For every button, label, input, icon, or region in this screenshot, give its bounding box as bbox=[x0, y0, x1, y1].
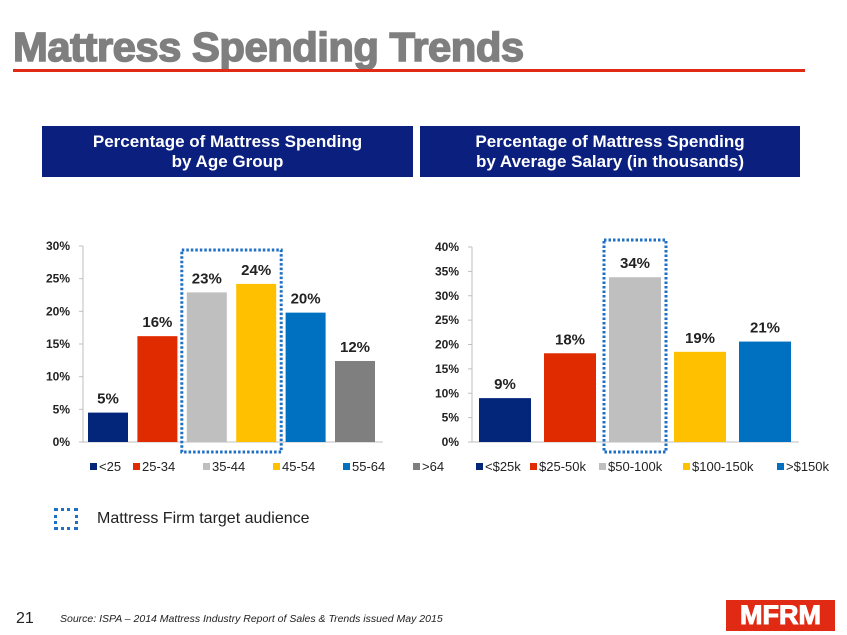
salary-y-tick-label: 30% bbox=[435, 289, 459, 303]
age-legend-swatch-5 bbox=[413, 463, 420, 470]
age-data-label-5: 12% bbox=[340, 339, 370, 356]
source-note: Source: ISPA – 2014 Mattress Industry Re… bbox=[60, 613, 443, 625]
age-legend-swatch-3 bbox=[273, 463, 280, 470]
age-bar-4 bbox=[285, 312, 326, 442]
age-chart-header-line1: Percentage of Mattress Spending bbox=[92, 131, 363, 151]
salary-bar-0 bbox=[479, 398, 531, 442]
age-bar-3 bbox=[236, 283, 277, 442]
salary-legend-swatch-1 bbox=[530, 463, 537, 470]
salary-legend-swatch-4 bbox=[777, 463, 784, 470]
salary-chart-header-line1: Percentage of Mattress Spending bbox=[475, 131, 745, 151]
age-y-tick-label: 0% bbox=[53, 435, 71, 449]
salary-chart-header-line2: by Average Salary (in thousands) bbox=[476, 151, 744, 171]
age-y-tick-label: 20% bbox=[46, 304, 70, 318]
target-audience-key-icon bbox=[54, 508, 78, 530]
salary-data-label-3: 19% bbox=[685, 330, 715, 347]
salary-y-tick-label: 15% bbox=[435, 362, 459, 376]
age-legend-label-4: 55-64 bbox=[352, 459, 385, 474]
salary-data-label-1: 18% bbox=[555, 331, 585, 348]
salary-bar-1 bbox=[544, 353, 596, 442]
salary-bar-3 bbox=[674, 351, 726, 442]
age-data-label-1: 16% bbox=[142, 314, 172, 331]
salary-y-tick-label: 35% bbox=[435, 264, 459, 278]
age-legend-label-1: 25-34 bbox=[142, 459, 175, 474]
salary-y-tick-label: 5% bbox=[442, 411, 460, 425]
salary-y-tick-label: 10% bbox=[435, 386, 459, 400]
salary-y-tick-label: 25% bbox=[435, 313, 459, 327]
age-legend-label-5: >64 bbox=[422, 459, 444, 474]
title-underline bbox=[13, 69, 805, 72]
salary-legend-swatch-3 bbox=[683, 463, 690, 470]
age-data-label-4: 20% bbox=[291, 291, 321, 308]
slide-title: Mattress Spending Trends bbox=[12, 23, 525, 71]
salary-data-label-0: 9% bbox=[494, 376, 516, 393]
salary-data-label-4: 21% bbox=[750, 320, 780, 337]
salary-y-tick-label: 0% bbox=[442, 435, 460, 449]
salary-legend-swatch-2 bbox=[599, 463, 606, 470]
age-chart-header: Percentage of Mattress Spending by Age G… bbox=[42, 126, 413, 177]
age-bar-0 bbox=[88, 412, 128, 442]
age-data-label-3: 24% bbox=[241, 262, 271, 279]
age-legend-label-0: <25 bbox=[99, 459, 121, 474]
age-y-tick-label: 30% bbox=[46, 239, 70, 253]
salary-legend-label-3: $100-150k bbox=[692, 459, 754, 474]
target-audience-key-label: Mattress Firm target audience bbox=[97, 510, 310, 527]
salary-chart-header: Percentage of Mattress Spending by Avera… bbox=[420, 126, 800, 177]
mfrm-logo: MFRM bbox=[726, 600, 835, 631]
salary-y-tick-label: 40% bbox=[435, 240, 459, 254]
age-y-tick-label: 5% bbox=[53, 402, 71, 416]
age-y-tick-label: 10% bbox=[46, 370, 70, 384]
age-y-tick-label: 25% bbox=[46, 272, 70, 286]
age-bar-1 bbox=[137, 336, 178, 442]
salary-legend-label-1: $25-50k bbox=[539, 459, 586, 474]
age-legend-swatch-0 bbox=[90, 463, 97, 470]
age-y-tick-label: 15% bbox=[46, 337, 70, 351]
age-bar-5 bbox=[335, 360, 375, 442]
age-legend-label-3: 45-54 bbox=[282, 459, 315, 474]
salary-legend-label-4: >$150k bbox=[786, 459, 830, 474]
salary-target-highlight bbox=[602, 238, 668, 454]
salary-legend-swatch-0 bbox=[476, 463, 483, 470]
age-legend-label-2: 35-44 bbox=[212, 459, 245, 474]
age-legend-swatch-4 bbox=[343, 463, 350, 470]
age-data-label-2: 23% bbox=[192, 270, 222, 287]
salary-data-label-2: 34% bbox=[620, 255, 650, 272]
salary-y-tick-label: 20% bbox=[435, 338, 459, 352]
age-legend-swatch-2 bbox=[203, 463, 210, 470]
age-data-label-0: 5% bbox=[97, 391, 119, 408]
age-target-highlight bbox=[180, 248, 283, 454]
age-legend-swatch-1 bbox=[133, 463, 140, 470]
salary-bar-2 bbox=[609, 277, 661, 442]
page-number: 21 bbox=[16, 610, 34, 627]
salary-legend-label-2: $50-100k bbox=[608, 459, 663, 474]
salary-bar-4 bbox=[739, 341, 791, 442]
salary-legend-label-0: <$25k bbox=[485, 459, 521, 474]
age-chart-header-line2: by Age Group bbox=[171, 151, 284, 171]
age-bar-2 bbox=[186, 292, 227, 442]
